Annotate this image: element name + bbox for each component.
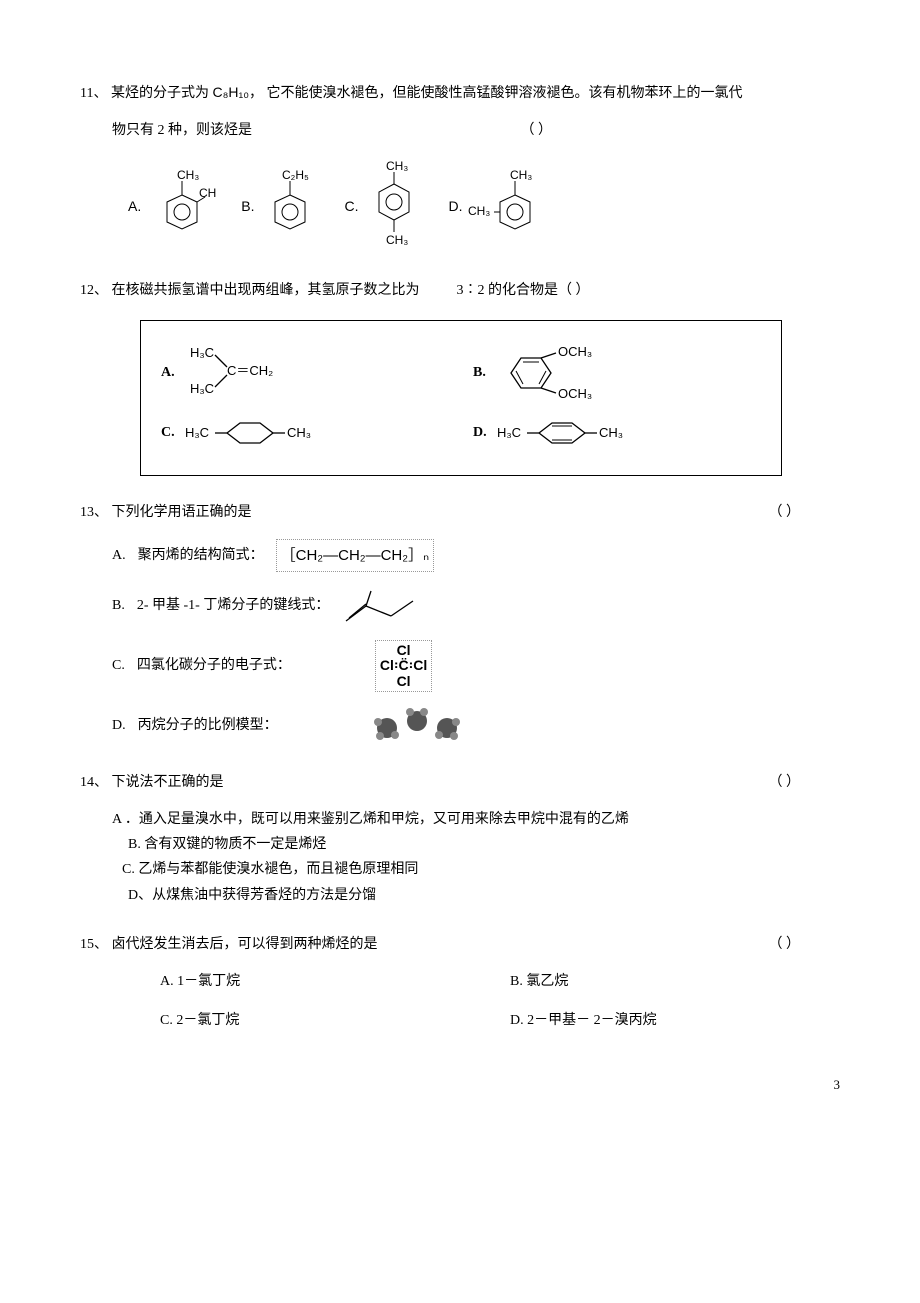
bond-line-icon: [341, 586, 421, 626]
dimethylcyclohexane-icon: H₃C CH₃: [185, 413, 345, 453]
q11-text: 11、 某烃的分子式为 C₈H₁₀， 它不能使溴水褪色，但能使酸性高锰酸钾溶液褪…: [80, 80, 860, 106]
q12-a-label: A.: [161, 360, 175, 385]
q13-text-main: 下列化学用语正确的是: [112, 505, 252, 520]
q14-opt-d: D、从煤焦油中获得芳香烃的方法是分馏: [80, 883, 860, 908]
isobutylene-icon: H₃C H₃C C＝CH₂: [185, 345, 285, 400]
q11-a-label: A.: [128, 194, 141, 219]
q11-opt-c: C. CH₃ CH₃: [344, 159, 424, 254]
q13-c-label: C.: [112, 653, 125, 678]
q11-b-label: B.: [241, 194, 254, 219]
question-12: 12、 在核磁共振氢谱中出现两组峰，其氢原子数之比为 3∶2 的化合物是（ ） …: [80, 278, 860, 475]
propane-model-icon: [362, 706, 472, 746]
q14-number: 14、: [80, 775, 108, 790]
q13-opt-b: B. 2- 甲基 -1- 丁烯分子的键线式：: [80, 586, 860, 626]
svg-text:C＝CH₂: C＝CH₂: [227, 363, 273, 378]
q15-opt-b: B. 氯乙烷: [510, 969, 860, 994]
q11-opt-d: D. CH₃ CH₃: [448, 167, 548, 247]
q11-opt-a: A. CH₃ CH₃: [128, 167, 217, 247]
q13-opt-c: C. 四氯化碳分子的电子式： ClCl꞉C̈꞉ClCl: [80, 640, 860, 692]
q11-d-label: D.: [448, 194, 462, 219]
svg-text:OCH₃: OCH₃: [558, 386, 592, 401]
q11-text-a: 某烃的分子式为: [111, 86, 209, 101]
q13-text: 13、 下列化学用语正确的是 （ ）: [80, 500, 800, 525]
q11-opt-b: B. C₂H₅: [241, 167, 320, 247]
q15-number: 15、: [80, 937, 108, 952]
page-number: 3: [80, 1073, 860, 1096]
q12-b-label: B.: [473, 360, 486, 385]
svg-text:CH₃: CH₃: [599, 425, 623, 440]
svg-text:CH₃: CH₃: [177, 168, 199, 182]
q13-a-text: 聚丙烯的结构简式：: [138, 543, 264, 568]
meta-xylene-icon: CH₃ CH₃: [468, 167, 548, 247]
q13-d-label: D.: [112, 713, 126, 738]
q15-paren: （ ）: [769, 932, 801, 957]
svg-text:CH₃: CH₃: [386, 233, 408, 247]
svg-text:H₃C: H₃C: [190, 345, 214, 360]
q12-text: 12、 在核磁共振氢谱中出现两组峰，其氢原子数之比为 3∶2 的化合物是（ ）: [80, 278, 860, 303]
q15-opt-c: C. 2－氯丁烷: [160, 1008, 510, 1033]
para-xylene-icon: CH₃ CH₃: [364, 159, 424, 254]
q12-opt-b: B. OCH₃ OCH₃: [473, 343, 761, 403]
q14-text: 14、 下说法不正确的是 （ ）: [80, 770, 800, 795]
q13-b-text: 2- 甲基 -1- 丁烯分子的键线式：: [137, 593, 330, 618]
q14-paren: （ ）: [769, 770, 801, 795]
q13-b-label: B.: [112, 593, 125, 618]
q11-formula: C₈H₁₀，: [212, 84, 263, 100]
svg-text:H₃C: H₃C: [190, 381, 214, 396]
q13-paren: （ ）: [769, 500, 801, 525]
question-13: 13、 下列化学用语正确的是 （ ） A. 聚丙烯的结构简式： ［CH₂—CH₂…: [80, 500, 860, 746]
svg-text:CH₃: CH₃: [468, 204, 490, 218]
svg-text:CH₃: CH₃: [199, 186, 217, 200]
q12-row-1: A. H₃C H₃C C＝CH₂ B. OCH₃: [161, 343, 761, 403]
svg-text:H₃C: H₃C: [185, 425, 209, 440]
q12-d-label: D.: [473, 420, 487, 445]
q11-paren: （ ）: [521, 118, 553, 143]
ccl4-electron-icon: ClCl꞉C̈꞉ClCl: [375, 640, 432, 692]
svg-text:CH₃: CH₃: [510, 168, 532, 182]
q13-number: 13、: [80, 505, 108, 520]
q11-options: A. CH₃ CH₃ B. C₂H₅ C. CH₃: [80, 159, 860, 254]
ortho-xylene-icon: CH₃ CH₃: [147, 167, 217, 247]
svg-text:OCH₃: OCH₃: [558, 344, 592, 359]
q12-ratio: 3∶2 的化合物是（ ）: [457, 283, 590, 298]
q13-a-formula: ［CH₂—CH₂—CH₂］ₙ: [276, 539, 434, 572]
q11-text-line2: 物只有 2 种，则该烃是 （ ）: [80, 118, 552, 143]
q13-a-label: A.: [112, 543, 126, 568]
q14-opt-c: C. 乙烯与苯都能使溴水褪色，而且褪色原理相同: [80, 857, 860, 882]
svg-text:CH₃: CH₃: [287, 425, 311, 440]
q11-text-c: 物只有 2 种，则该烃是: [112, 118, 252, 143]
q11-text-b: 它不能使溴水褪色，但能使酸性高锰酸钾溶液褪色。该有机物苯环上的一氯代: [267, 86, 743, 101]
q13-c-text: 四氯化碳分子的电子式：: [137, 653, 291, 678]
ethylbenzene-icon: C₂H₅: [260, 167, 320, 247]
q15-text: 15、 卤代烃发生消去后，可以得到两种烯烃的是 （ ）: [80, 932, 800, 957]
q15-opt-a: A. 1－氯丁烷: [160, 969, 510, 994]
q12-c-label: C.: [161, 420, 175, 445]
svg-text:H₃C: H₃C: [497, 425, 521, 440]
q11-number: 11、: [80, 86, 107, 101]
q14-text-main: 下说法不正确的是: [112, 775, 224, 790]
q12-number: 12、: [80, 283, 108, 298]
q14-opt-b: B. 含有双键的物质不一定是烯烃: [80, 832, 860, 857]
svg-text:CH₃: CH₃: [386, 159, 408, 173]
q12-opt-c: C. H₃C CH₃: [161, 413, 449, 453]
q12-opt-d: D. H₃C CH₃: [473, 413, 761, 453]
q14-opt-a: A ．通入足量溴水中，既可以用来鉴别乙烯和甲烷，又可用来除去甲烷中混有的乙烯: [80, 807, 860, 832]
dimethoxybenzene-icon: OCH₃ OCH₃: [496, 343, 636, 403]
question-11: 11、 某烃的分子式为 C₈H₁₀， 它不能使溴水褪色，但能使酸性高锰酸钾溶液褪…: [80, 80, 860, 254]
question-14: 14、 下说法不正确的是 （ ） A ．通入足量溴水中，既可以用来鉴别乙烯和甲烷…: [80, 770, 860, 908]
q15-text-main: 卤代烃发生消去后，可以得到两种烯烃的是: [112, 937, 378, 952]
q13-opt-d: D. 丙烷分子的比例模型：: [80, 706, 860, 746]
q12-options-box: A. H₃C H₃C C＝CH₂ B. OCH₃: [140, 320, 782, 476]
q11-c-label: C.: [344, 194, 358, 219]
q12-opt-a: A. H₃C H₃C C＝CH₂: [161, 345, 449, 400]
q15-options: A. 1－氯丁烷 B. 氯乙烷 C. 2－氯丁烷 D. 2－甲基－ 2－溴丙烷: [80, 969, 860, 1033]
para-xylene-b-icon: H₃C CH₃: [497, 413, 657, 453]
q15-opt-d: D. 2－甲基－ 2－溴丙烷: [510, 1008, 860, 1033]
q12-text-main: 在核磁共振氢谱中出现两组峰，其氢原子数之比为: [112, 283, 420, 298]
q13-d-text: 丙烷分子的比例模型：: [138, 713, 278, 738]
q13-opt-a: A. 聚丙烯的结构简式： ［CH₂—CH₂—CH₂］ₙ: [80, 539, 860, 572]
svg-text:C₂H₅: C₂H₅: [282, 168, 309, 182]
question-15: 15、 卤代烃发生消去后，可以得到两种烯烃的是 （ ） A. 1－氯丁烷 B. …: [80, 932, 860, 1034]
q12-row-2: C. H₃C CH₃ D. H₃C CH₃: [161, 413, 761, 453]
